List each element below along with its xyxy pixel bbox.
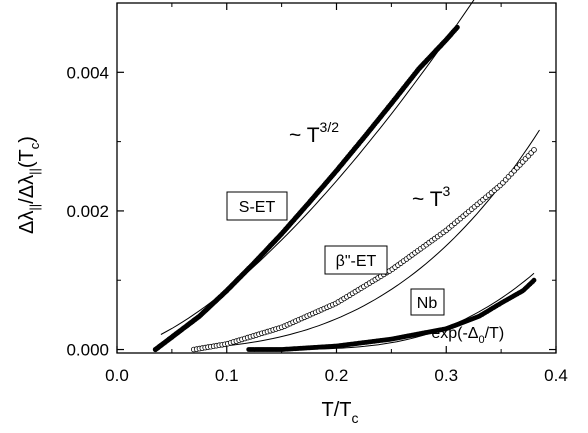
annotation-exp: ~exp(-Δ0/T) [422, 325, 504, 346]
x-tick-label: 0.2 [325, 366, 349, 385]
x-axis-title: T/Tc [322, 399, 359, 426]
data-point [531, 277, 537, 283]
series-0 [152, 24, 460, 353]
annotation-t32: ~ T3/2 [289, 119, 339, 147]
fit-curve-t3 [199, 129, 540, 349]
series-1 [191, 147, 537, 353]
annotation-t3: ~ T3 [412, 183, 451, 211]
y-axis-title: Δλ||/Δλ||(Tc) [16, 136, 42, 234]
x-tick-label: 0.0 [105, 366, 129, 385]
label-box-nb: Nb [410, 288, 445, 316]
y-tick-label: 0.000 [66, 341, 109, 360]
label-s-et: S-ET [239, 199, 276, 216]
x-tick-label: 0.3 [434, 366, 458, 385]
tick-labels: 0.0 0.1 0.2 0.3 0.4 0.000 0.002 0.004 [66, 63, 567, 385]
data-point [531, 147, 537, 153]
label-nb: Nb [417, 295, 438, 312]
y-tick-label: 0.002 [66, 202, 109, 221]
x-tick-label: 0.4 [544, 366, 568, 385]
data-points [152, 24, 537, 353]
axis-ticks [116, 2, 557, 353]
label-beta-et: β"-ET [336, 253, 377, 270]
label-box-beta-et: β"-ET [324, 245, 388, 275]
data-point [454, 24, 460, 30]
x-tick-label: 0.1 [215, 366, 239, 385]
series-2 [246, 277, 537, 352]
y-tick-label: 0.004 [66, 63, 109, 82]
label-box-s-et: S-ET [226, 191, 288, 221]
fit-curve-t32 [160, 0, 475, 335]
